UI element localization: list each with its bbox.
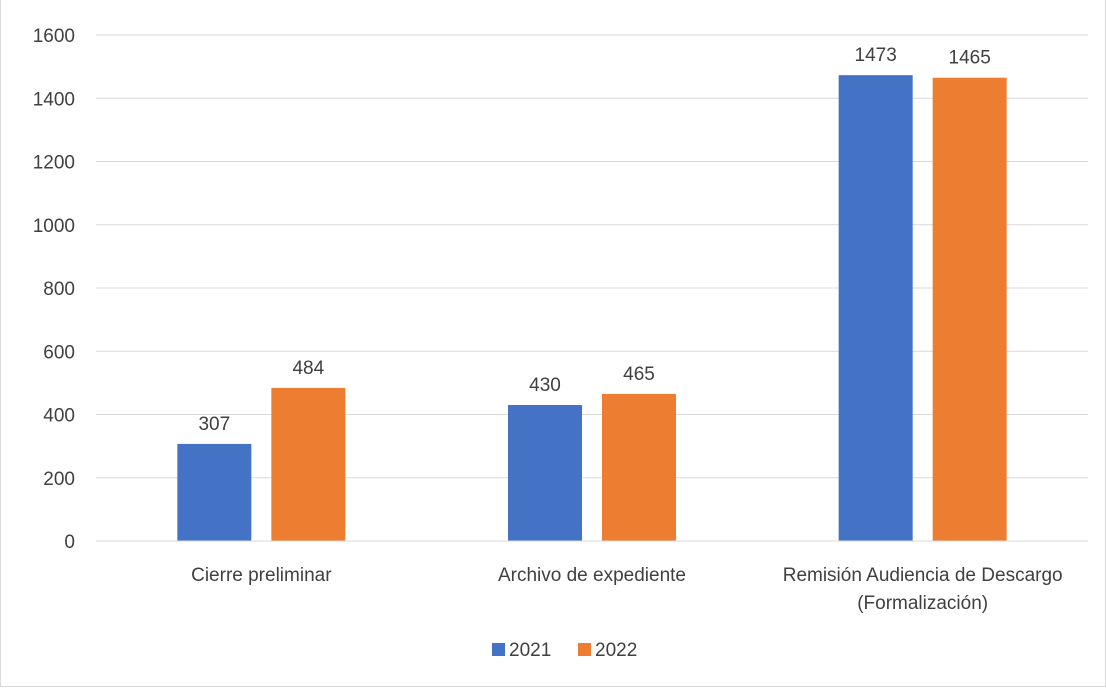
legend-swatch-2021 [492, 643, 505, 656]
y-tick-label: 1200 [33, 153, 75, 174]
bars [177, 75, 1007, 541]
x-category-label: Archivo de expediente [498, 565, 686, 586]
data-label-2021: 1473 [855, 45, 897, 66]
y-tick-label: 1000 [33, 216, 75, 237]
data-label-2022: 1465 [949, 48, 991, 69]
y-tick-label: 1600 [33, 26, 75, 47]
legend: 2021 2022 [492, 640, 637, 661]
bar-2021 [177, 443, 252, 541]
data-labels: 307 484 430 465 1473 1465 [198, 45, 990, 435]
data-label-2021: 307 [198, 414, 230, 435]
bar-2022 [271, 387, 346, 541]
bar-2021 [508, 405, 582, 541]
legend-swatch-2022 [578, 643, 591, 656]
y-tick-label: 200 [43, 469, 75, 490]
y-tick-label: 600 [43, 342, 75, 363]
bar-2022 [602, 393, 676, 541]
y-tick-label: 400 [43, 406, 75, 427]
bar-2021 [838, 75, 913, 541]
y-axis-tick-labels: 0 200 400 600 800 1000 1200 1400 1600 [33, 26, 75, 553]
x-category-label: Cierre preliminar [191, 565, 332, 586]
x-axis: Cierre preliminar Archivo de expediente Re… [96, 540, 1088, 614]
data-label-2022: 465 [623, 364, 655, 385]
y-tick-label: 0 [64, 532, 75, 553]
y-tick-label: 1400 [33, 89, 75, 110]
x-category-label: Remisión Audiencia de Descargo [783, 565, 1063, 586]
data-label-2022: 484 [292, 358, 324, 379]
data-label-2021: 430 [529, 375, 561, 396]
bar-2022 [932, 77, 1007, 541]
gridlines [96, 34, 1088, 479]
legend-label-2022: 2022 [595, 640, 637, 661]
x-category-label: (Formalización) [857, 593, 988, 614]
y-tick-label: 800 [43, 279, 75, 300]
legend-label-2021: 2021 [509, 640, 551, 661]
